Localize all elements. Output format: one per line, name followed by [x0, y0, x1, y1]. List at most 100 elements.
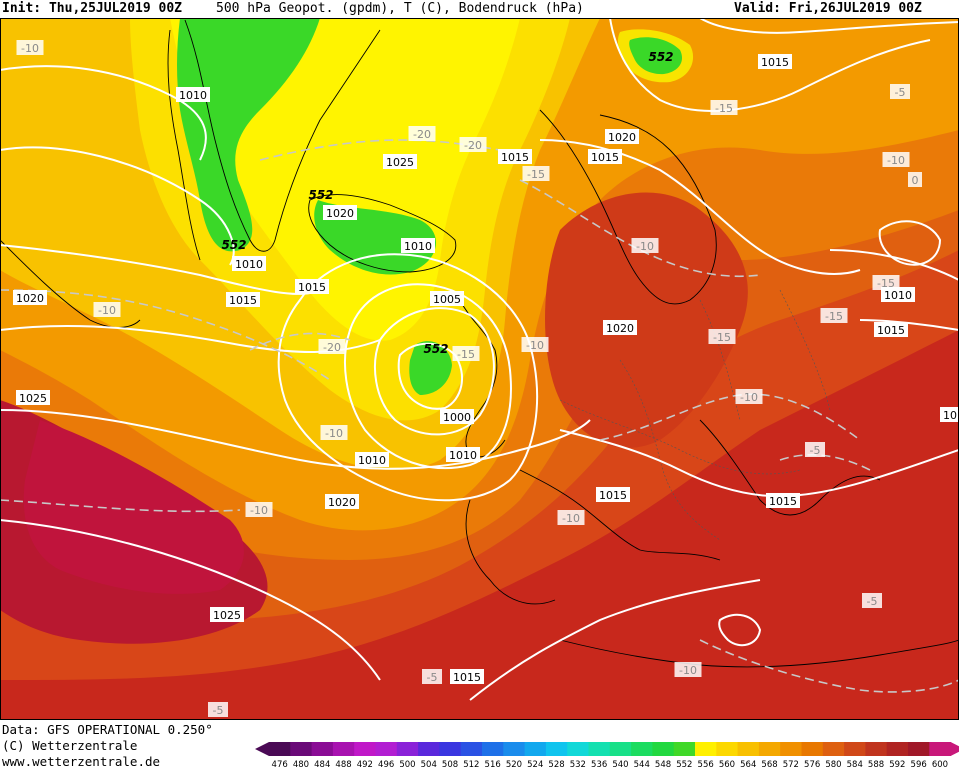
- colorbar-swatch: [716, 742, 738, 756]
- pressure-label: 1010: [355, 452, 389, 467]
- colorbar-tick-label: 568: [761, 760, 777, 770]
- temperature-label: -5: [208, 702, 228, 717]
- temperature-label: -15: [873, 275, 900, 290]
- colorbar-tick-label: 520: [506, 760, 522, 770]
- colorbar-swatch: [567, 742, 589, 756]
- pressure-label-text: 1010: [449, 449, 477, 462]
- colorbar-tick-label: 592: [889, 760, 905, 770]
- pressure-label-text: 1020: [608, 131, 636, 144]
- colorbar-tick-label: 560: [719, 760, 735, 770]
- colorbar-tick-label: 544: [634, 760, 650, 770]
- colorbar-swatch: [503, 742, 525, 756]
- colorbar-tick-label: 580: [825, 760, 841, 770]
- website: www.wetterzentrale.de: [2, 754, 160, 769]
- pressure-label-text: 1015: [453, 671, 481, 684]
- temperature-label-text: 0: [912, 174, 919, 187]
- geopotential-label: 552: [221, 238, 246, 252]
- colorbar-tick-label: 556: [698, 760, 714, 770]
- pressure-label-text: 10: [943, 409, 957, 422]
- pressure-label-text: 1010: [358, 454, 386, 467]
- colorbar-swatch: [525, 742, 547, 756]
- temperature-label: -10: [522, 337, 549, 352]
- temperature-label: -10: [17, 40, 44, 55]
- valid-time: Valid: Fri,26JUL2019 00Z: [734, 0, 922, 18]
- temperature-label-text: -5: [213, 704, 224, 717]
- temperature-label-text: -10: [526, 339, 544, 352]
- pressure-label-text: 1010: [404, 240, 432, 253]
- colorbar-swatch: [610, 742, 632, 756]
- colorbar-swatch: [269, 742, 291, 756]
- pressure-label: 1005: [430, 291, 464, 306]
- temperature-label: -15: [711, 100, 738, 115]
- geopotential-label-text: 552: [308, 188, 333, 202]
- pressure-label-text: 1015: [599, 489, 627, 502]
- colorbar-swatch: [738, 742, 760, 756]
- pressure-label-text: 1020: [16, 292, 44, 305]
- colorbar-tick-label: 572: [783, 760, 799, 770]
- colorbar-swatch: [759, 742, 781, 756]
- pressure-label: 10: [940, 407, 959, 422]
- colorbar-swatch: [844, 742, 866, 756]
- temperature-label-text: -15: [715, 102, 733, 115]
- colorbar-swatch: [589, 742, 611, 756]
- colorbar-tick-label: 488: [335, 760, 351, 770]
- colorbar-swatch: [823, 742, 845, 756]
- temperature-label: -15: [709, 329, 736, 344]
- colorbar-swatch: [929, 742, 951, 756]
- colorbar-tick-label: 496: [378, 760, 394, 770]
- temperature-label-text: -20: [413, 128, 431, 141]
- temperature-label: -10: [321, 425, 348, 440]
- pressure-label-text: 1010: [179, 89, 207, 102]
- geopotential-label-text: 552: [221, 238, 246, 252]
- colorbar-swatch: [397, 742, 419, 756]
- pressure-label: 1015: [295, 279, 329, 294]
- pressure-label: 1010: [401, 238, 435, 253]
- temperature-label: -20: [409, 126, 436, 141]
- temperature-label: -10: [883, 152, 910, 167]
- temperature-label: -15: [523, 166, 550, 181]
- geopotential-label-text: 552: [423, 342, 448, 356]
- colorbar-tick-label: 528: [548, 760, 564, 770]
- temperature-label: -10: [736, 389, 763, 404]
- colorbar-swatch: [312, 742, 334, 756]
- pressure-label: 1015: [596, 487, 630, 502]
- pressure-label: 1015: [766, 493, 800, 508]
- temperature-label-text: -15: [713, 331, 731, 344]
- pressure-label-text: 1015: [761, 56, 789, 69]
- temperature-label: -5: [805, 442, 825, 457]
- pressure-label: 1010: [446, 447, 480, 462]
- colorbar-tick-label: 508: [442, 760, 458, 770]
- colorbar-tick-label: 480: [293, 760, 309, 770]
- temperature-label: -10: [94, 302, 121, 317]
- colorbar-swatch: [461, 742, 483, 756]
- colorbar-tick-label: 576: [804, 760, 820, 770]
- colorbar-tick-label: 596: [911, 760, 927, 770]
- colorbar-swatch: [887, 742, 909, 756]
- temperature-label: -20: [319, 339, 346, 354]
- pressure-label-text: 1025: [19, 392, 47, 405]
- temperature-label: -10: [675, 662, 702, 677]
- pressure-label-text: 1010: [235, 258, 263, 271]
- geopotential-label: 552: [423, 342, 448, 356]
- colorbar-swatch: [674, 742, 696, 756]
- temperature-label-text: -10: [636, 240, 654, 253]
- colorbar-left-arrow: [255, 742, 269, 756]
- temperature-label: -5: [422, 669, 442, 684]
- colorbar-swatch: [482, 742, 504, 756]
- pressure-label: 1020: [325, 494, 359, 509]
- temperature-label: -5: [890, 84, 910, 99]
- temperature-label-text: -20: [464, 139, 482, 152]
- temperature-label-text: -10: [98, 304, 116, 317]
- temperature-label-text: -5: [427, 671, 438, 684]
- colorbar-tick-label: 532: [570, 760, 586, 770]
- colorbar-swatch: [354, 742, 376, 756]
- colorbar-tick-label: 548: [655, 760, 671, 770]
- colorbar-swatch: [631, 742, 653, 756]
- pressure-label: 1020: [13, 290, 47, 305]
- temperature-label: -5: [862, 593, 882, 608]
- temperature-label: -15: [821, 308, 848, 323]
- pressure-label-text: 1015: [591, 151, 619, 164]
- colorbar-swatch: [290, 742, 312, 756]
- pressure-label-text: 1000: [443, 411, 471, 424]
